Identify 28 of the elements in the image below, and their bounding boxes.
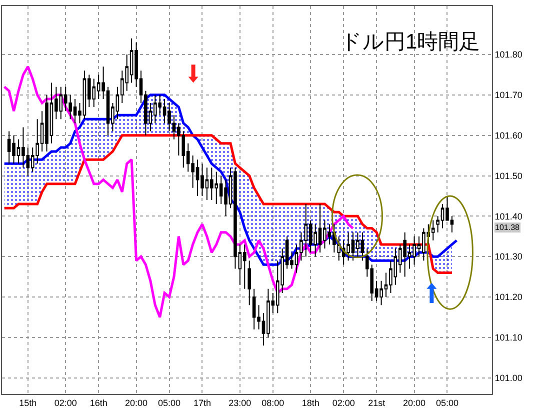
x-tick-label: 15th <box>19 398 37 408</box>
x-tick-label: 20:00 <box>402 398 426 408</box>
x-tick-label: 17th <box>193 398 212 408</box>
x-tick-label: 05:00 <box>158 398 181 408</box>
text: ドル円1時間足 <box>340 30 480 54</box>
x-tick-label: 02:00 <box>332 398 355 408</box>
x-tick-label: 16th <box>90 398 108 408</box>
candlestick <box>248 260 252 306</box>
x-tick-label: 20:00 <box>125 398 148 408</box>
y-tick-label: 101.40 <box>494 211 522 222</box>
y-tick-label: 101.00 <box>494 372 522 383</box>
line-series <box>3 134 454 274</box>
y-tick-label: 101.70 <box>494 90 522 100</box>
x-tick-label: 02:00 <box>54 398 77 408</box>
y-tick-label: 101.50 <box>494 170 522 181</box>
x-tick-label: 08:00 <box>262 398 284 408</box>
x-tick-label: 18th <box>302 398 320 408</box>
y-tick-label: 101.10 <box>494 332 522 343</box>
y-tick-label: 101.30 <box>494 252 522 262</box>
line-series <box>3 65 354 318</box>
y-tick-label: 101.80 <box>494 50 522 60</box>
y-tick-label: 101.20 <box>494 292 522 302</box>
text: 101.38 <box>495 223 520 232</box>
x-tick-label: 23:00 <box>228 398 252 408</box>
y-tick-label: 101.60 <box>494 130 522 140</box>
x-tick-label: 21st <box>368 398 386 408</box>
x-tick-label: 05:00 <box>436 398 459 408</box>
candlestick <box>242 244 246 290</box>
